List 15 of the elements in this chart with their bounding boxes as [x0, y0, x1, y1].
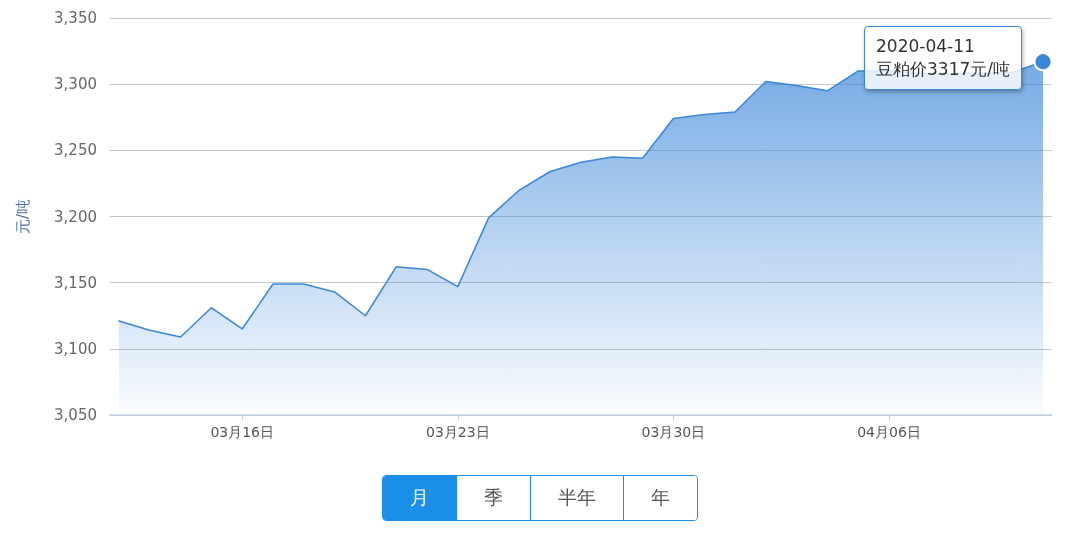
- y-tick-label: 3,250: [54, 141, 97, 160]
- y-tick-label: 3,100: [54, 339, 97, 358]
- tooltip-box: 2020-04-11 豆粕价3317元/吨: [864, 25, 1022, 90]
- tab-button[interactable]: 年: [623, 476, 697, 520]
- x-tick-label: 03月16日: [210, 424, 275, 440]
- y-tick-label: 3,300: [54, 75, 97, 94]
- x-tick-label: 03月23日: [425, 424, 490, 440]
- y-tick-label: 3,350: [54, 9, 97, 27]
- y-tick-label: 3,050: [54, 406, 97, 424]
- x-tick-label: 04月06日: [857, 424, 921, 440]
- y-tick-label: 3,200: [54, 207, 97, 226]
- y-tick-label: 3,150: [54, 273, 97, 292]
- annotation: 2020-04-11 豆粕价3317元/吨: [876, 34, 1011, 81]
- x-tick-label: 03月30日: [641, 424, 706, 440]
- y-axis-title: 元/吨: [13, 198, 32, 235]
